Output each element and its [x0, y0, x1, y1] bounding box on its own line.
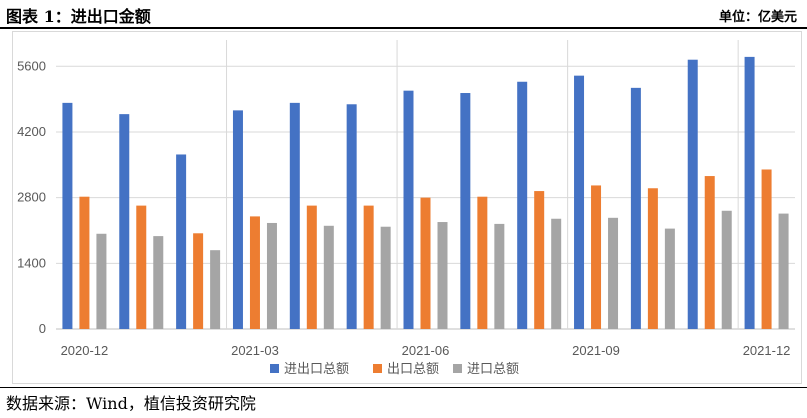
bar-export: [704, 176, 715, 329]
bar-export: [193, 233, 204, 329]
bar-import: [380, 226, 391, 329]
chart-canvas: 0 1400 2800 4200 5600 2020-12 2021-03 2021-06 20…: [17, 40, 795, 377]
bar-total: [119, 114, 130, 330]
bar-import: [437, 222, 448, 329]
bar-total: [62, 102, 73, 329]
bar-total: [232, 110, 243, 329]
bar-import: [153, 236, 164, 329]
y-tick-label: 2800: [17, 190, 46, 205]
legend-label: 进出口总额: [284, 362, 349, 377]
bar-total: [517, 81, 528, 329]
bar-export: [136, 205, 147, 329]
legend-swatch: [270, 364, 279, 373]
y-tick-label: 4200: [17, 124, 46, 139]
y-tick-label: 5600: [17, 58, 46, 73]
unit-label: 单位：亿美元: [718, 10, 797, 25]
bar-export: [79, 196, 90, 329]
bar-import: [608, 217, 619, 329]
bar-import: [266, 222, 277, 329]
legend-label: 出口总额: [387, 362, 439, 377]
legend-label: 进口总额: [467, 362, 519, 377]
bar-total: [687, 59, 698, 330]
bar-total: [460, 93, 471, 329]
chart-frame: [12, 31, 802, 384]
bar-import: [664, 228, 675, 329]
x-tick-label: 2021-12: [743, 343, 791, 358]
bar-export: [363, 205, 374, 329]
x-tick-label: 2021-06: [402, 343, 450, 358]
bar-total: [346, 104, 357, 329]
bar-export: [534, 191, 545, 329]
bar-export: [420, 197, 431, 329]
bar-import: [551, 218, 562, 329]
x-tick-label: 2020-12: [61, 343, 109, 358]
bar-export: [647, 188, 658, 329]
x-tick-label: 2021-03: [231, 343, 279, 358]
bar-import: [96, 233, 107, 329]
bar-total: [574, 75, 585, 329]
y-tick-label: 1400: [17, 255, 46, 270]
bar-total: [744, 56, 755, 329]
bar-total: [630, 87, 641, 329]
legend-swatch: [453, 364, 462, 373]
y-tick-label: 0: [39, 321, 46, 336]
bar-total: [289, 102, 300, 329]
bar-total: [176, 154, 187, 329]
header-divider: [0, 27, 807, 29]
bar-export: [306, 205, 317, 329]
figure-header: 图表 1：进出口金额 单位：亿美元: [0, 0, 807, 30]
footer-divider: [0, 387, 807, 388]
bar-export: [249, 216, 260, 329]
bar-import: [323, 225, 334, 329]
bar-import: [721, 210, 732, 329]
bar-export: [591, 185, 602, 329]
bar-import: [210, 250, 221, 329]
bar-total: [403, 90, 414, 330]
legend-swatch: [373, 364, 382, 373]
bar-import: [494, 223, 505, 329]
data-source: 数据来源：Wind，植信投资研究院: [6, 394, 256, 413]
bar-import: [778, 213, 789, 329]
x-tick-label: 2021-09: [572, 343, 620, 358]
bar-export: [477, 196, 488, 329]
figure-title: 图表 1：进出口金额: [6, 7, 151, 26]
bar-export: [761, 169, 772, 329]
